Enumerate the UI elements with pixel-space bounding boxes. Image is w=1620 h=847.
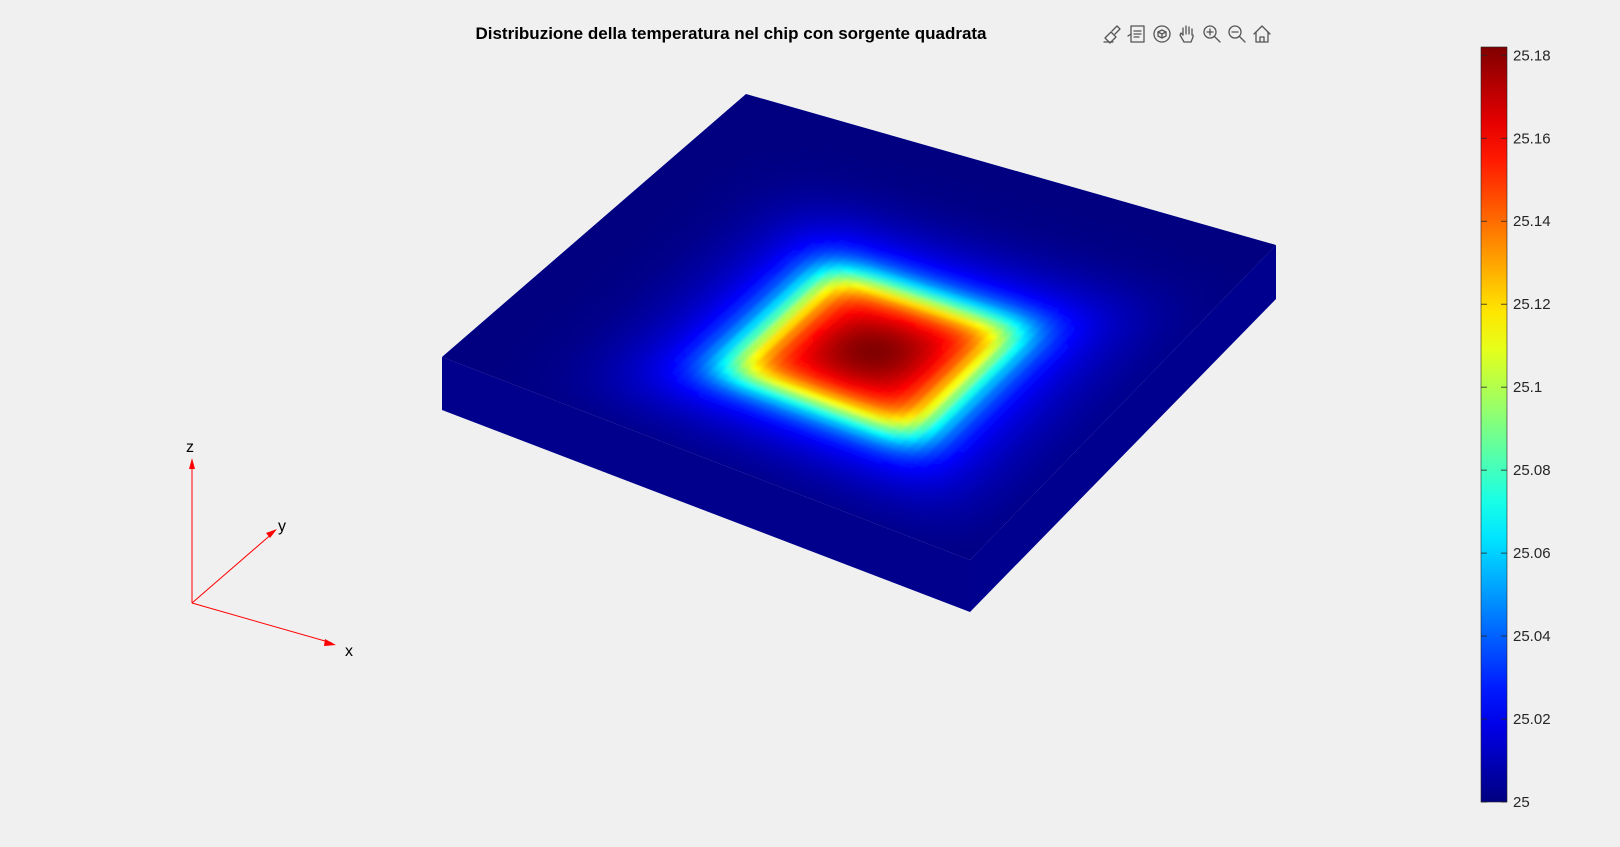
colorbar-tick-label: 25	[1513, 794, 1530, 811]
triad-y-axis	[191, 531, 275, 604]
chip-top-surface	[442, 94, 1276, 560]
colorbar-tick-label: 25.02	[1513, 711, 1551, 728]
brush-button[interactable]	[1100, 22, 1124, 46]
colorbar-tick-label: 25.16	[1513, 130, 1551, 147]
zoom-out-icon	[1228, 25, 1246, 43]
colorbar-tick-label: 25.04	[1513, 628, 1551, 645]
triad-x-label: x	[345, 643, 353, 660]
triad-x-arrow	[324, 639, 336, 646]
chip-block	[442, 94, 1276, 612]
triad-x-axis	[191, 602, 333, 644]
zoom-in-icon	[1203, 25, 1221, 43]
brush-icon	[1103, 25, 1121, 44]
colorbar-tick-label: 25.06	[1513, 545, 1551, 562]
rotate3d-button[interactable]	[1150, 22, 1174, 46]
colorbar-frame	[1480, 46, 1508, 803]
colorbar-tick-label: 25.18	[1513, 47, 1551, 64]
datatip-icon	[1127, 25, 1145, 43]
triad-y-arrow	[266, 529, 277, 538]
chip-front-face	[442, 357, 970, 612]
triad-z-label: z	[186, 439, 194, 456]
chart-title: Distribuzione della temperatura nel chip…	[475, 24, 987, 43]
colorbar-ticks: 25 25.02 25.04 25.06 25.08 25.1 25.12 25.14 25.1…	[1481, 47, 1551, 811]
colorbar-tick-label: 25.14	[1513, 213, 1551, 230]
colorbar[interactable]: 25 25.02 25.04 25.06 25.08 25.1 25.12 25.14 25.1…	[1480, 46, 1551, 811]
pan-hand-icon	[1179, 25, 1194, 43]
home-icon	[1253, 25, 1271, 43]
colorbar-tick-label: 25.08	[1513, 462, 1551, 479]
colorbar-tick-label: 25.1	[1513, 379, 1542, 396]
axes-triad: z y x	[186, 439, 353, 660]
colorbar-tick-label: 25.12	[1513, 296, 1551, 313]
datatip-button[interactable]	[1125, 22, 1149, 46]
colorbar-strip	[1481, 47, 1507, 802]
rotate3d-icon	[1153, 25, 1171, 43]
temperature-heatmap	[442, 94, 1276, 560]
triad-y-label: y	[278, 518, 286, 535]
axes-toolbar	[1100, 21, 1274, 47]
home-button[interactable]	[1250, 22, 1274, 46]
zoom-in-button[interactable]	[1200, 22, 1224, 46]
chip-right-face	[970, 245, 1276, 612]
pan-button[interactable]	[1175, 22, 1199, 46]
triad-z-arrow	[189, 458, 195, 469]
zoom-out-button[interactable]	[1225, 22, 1249, 46]
